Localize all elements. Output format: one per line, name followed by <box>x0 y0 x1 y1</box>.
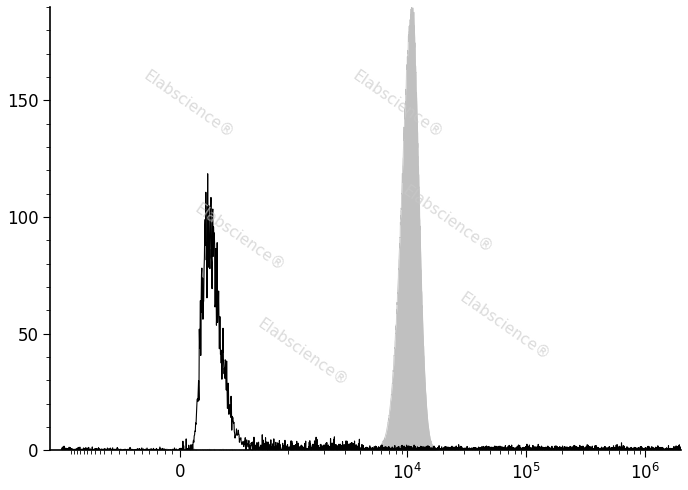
Text: Elabscience®: Elabscience® <box>400 183 495 256</box>
Text: Elabscience®: Elabscience® <box>350 68 445 141</box>
Text: Elabscience®: Elabscience® <box>192 201 288 274</box>
Text: Elabscience®: Elabscience® <box>457 290 552 363</box>
Text: Elabscience®: Elabscience® <box>255 317 350 390</box>
Text: Elabscience®: Elabscience® <box>141 68 237 141</box>
